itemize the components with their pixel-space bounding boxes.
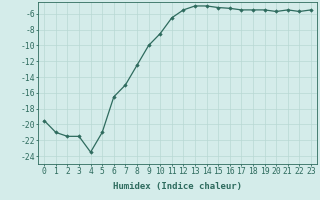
X-axis label: Humidex (Indice chaleur): Humidex (Indice chaleur) [113,182,242,191]
